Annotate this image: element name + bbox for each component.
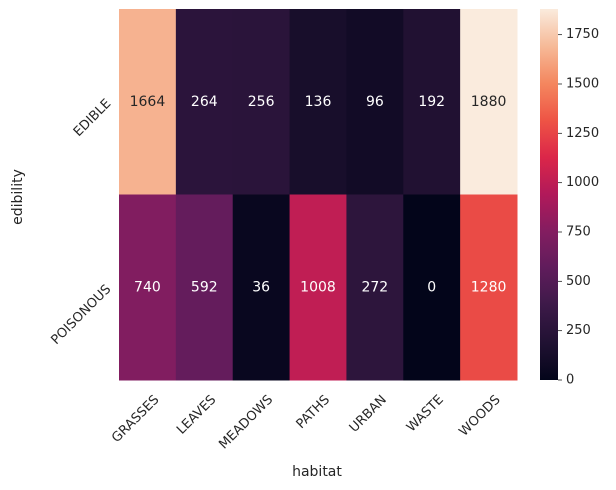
x-tick-label: GRASSES bbox=[109, 392, 162, 445]
colorbar-tick-label: 750 bbox=[566, 224, 591, 239]
heatmap-cell bbox=[119, 9, 177, 195]
x-tick-label: WASTE bbox=[404, 392, 447, 435]
y-tick-labels: EDIBLE POISONOUS bbox=[48, 96, 114, 347]
x-axis-label: habitat bbox=[292, 464, 342, 480]
colorbar-tick-labels: 0 250 500 750 1000 1250 1500 1750 bbox=[558, 27, 599, 388]
x-tick-label: URBAN bbox=[347, 392, 390, 435]
heatmap-cell bbox=[175, 194, 234, 381]
colorbar-tick-label: 250 bbox=[566, 323, 591, 338]
cell-value-label: 136 bbox=[305, 94, 332, 110]
heatmap-cell bbox=[289, 194, 347, 381]
cell-value-label: 592 bbox=[191, 279, 218, 295]
y-tick-label: POISONOUS bbox=[48, 282, 114, 348]
x-tick-label: LEAVES bbox=[174, 392, 219, 437]
heatmap-cell bbox=[232, 194, 291, 381]
cell-value-label: 96 bbox=[366, 94, 384, 110]
colorbar-tick-label: 1750 bbox=[566, 27, 599, 42]
heatmap-cell bbox=[289, 9, 347, 195]
cell-value-label: 0 bbox=[427, 279, 436, 295]
heatmap-cell bbox=[460, 194, 518, 381]
y-axis-label: edibility bbox=[10, 169, 26, 225]
cell-value-label: 740 bbox=[134, 279, 161, 295]
colorbar-tick-label: 1000 bbox=[566, 175, 599, 190]
cell-value-label: 36 bbox=[252, 279, 270, 295]
colorbar-tick-label: 0 bbox=[566, 373, 574, 388]
heatmap-cell bbox=[460, 9, 518, 195]
cell-value-label: 256 bbox=[248, 94, 275, 110]
cell-value-label: 1664 bbox=[130, 94, 166, 110]
cell-value-label: 192 bbox=[418, 94, 445, 110]
x-tick-label: PATHS bbox=[294, 392, 334, 432]
colorbar-tick-label: 500 bbox=[566, 274, 591, 289]
cell-value-label: 272 bbox=[361, 279, 388, 295]
heatmap-cells: 1664 264 256 136 96 192 1880 740 592 36 1008 272 0 12… bbox=[119, 9, 518, 381]
cell-value-label: 1880 bbox=[471, 94, 507, 110]
x-tick-label: WOODS bbox=[457, 392, 504, 439]
heatmap-cell bbox=[175, 9, 234, 195]
heatmap-cell bbox=[346, 9, 404, 195]
x-tick-label: MEADOWS bbox=[216, 392, 276, 452]
y-tick-label: EDIBLE bbox=[71, 96, 114, 139]
heatmap-cell bbox=[232, 9, 291, 195]
colorbar-tick-label: 1250 bbox=[566, 126, 599, 141]
cell-value-label: 1280 bbox=[471, 279, 507, 295]
heatmap-cell bbox=[119, 194, 177, 381]
heatmap-cell bbox=[346, 194, 404, 381]
colorbar-tick-label: 1500 bbox=[566, 76, 599, 91]
heatmap-cell bbox=[403, 9, 461, 195]
cell-value-label: 1008 bbox=[300, 279, 336, 295]
heatmap-cell bbox=[403, 194, 461, 381]
colorbar bbox=[540, 9, 558, 380]
cell-value-label: 264 bbox=[191, 94, 218, 110]
